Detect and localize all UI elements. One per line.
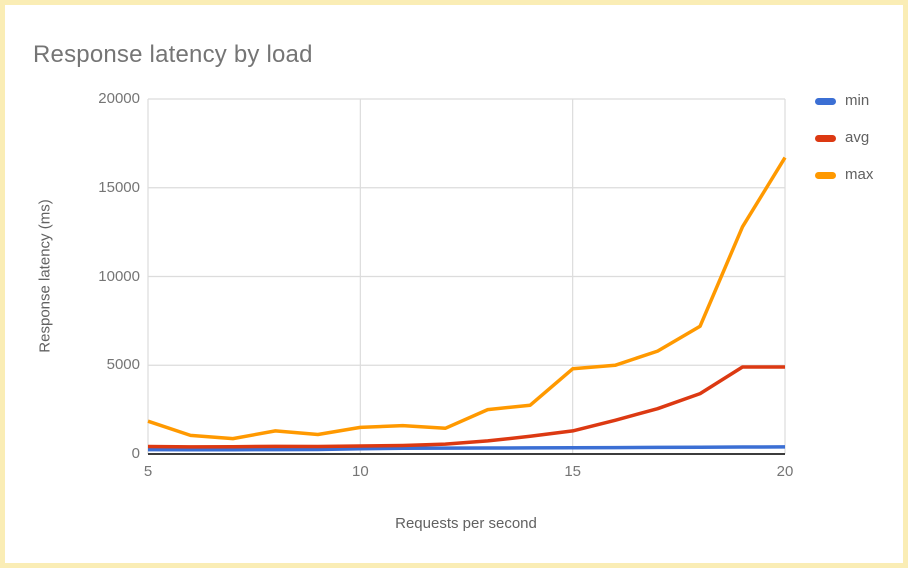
chart-legend: min avg max [815,93,873,204]
legend-item-avg: avg [815,130,873,146]
y-axis-title: Response latency (ms) [36,199,54,353]
plot-area [147,98,787,455]
legend-label: max [845,166,874,183]
legend-item-max: max [815,167,873,183]
chart-title: Response latency by load [33,41,313,68]
x-tick-label: 20 [776,463,794,480]
x-tick-label: 10 [351,463,369,480]
y-tick-label: 15000 [98,178,140,196]
legend-swatch-icon [815,134,836,142]
y-tick-label: 10000 [98,267,140,285]
legend-label: min [845,92,870,109]
x-axis-title: Requests per second [395,515,537,532]
legend-swatch-icon [815,97,836,105]
x-tick-label: 15 [564,463,581,480]
series-line-min [147,445,786,452]
y-tick-label: 0 [131,445,140,462]
legend-swatch-icon [815,171,836,179]
line-chart [147,98,787,455]
y-tick-label: 5000 [106,356,140,374]
legend-label: avg [845,129,870,146]
x-tick-label: 5 [143,463,153,480]
y-tick-label: 20000 [98,90,140,107]
series-line-avg [147,365,785,449]
legend-item-min: min [815,93,873,109]
series-line-max [147,156,787,441]
